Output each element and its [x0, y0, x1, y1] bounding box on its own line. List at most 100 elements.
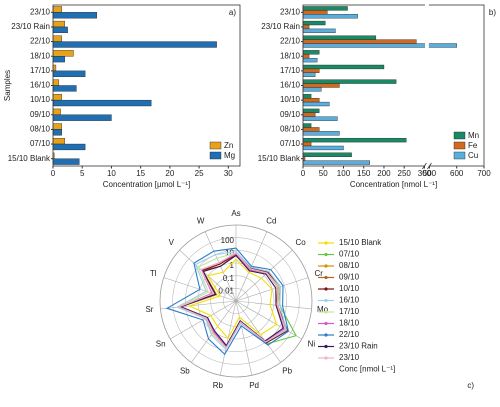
category-label: 18/10	[280, 51, 301, 60]
radar-spoke	[160, 300, 237, 310]
radar-spoke	[235, 300, 302, 340]
bar	[52, 35, 62, 42]
legend-label: 10/10	[339, 284, 360, 293]
bar	[52, 129, 62, 136]
bar	[302, 141, 312, 147]
x-tick-label: 20	[165, 169, 174, 178]
legend-marker	[324, 344, 328, 349]
axis-break-gap	[425, 4, 429, 167]
bar	[302, 24, 310, 30]
r-tick-label: 1	[230, 261, 235, 270]
bar	[302, 57, 318, 63]
legend-label: 08/10	[339, 261, 360, 270]
bar	[302, 79, 397, 84]
legend-label: Mg	[224, 151, 235, 160]
legend-marker	[324, 264, 328, 268]
bar	[302, 64, 385, 70]
category-label: 07/10	[280, 139, 301, 148]
bar	[302, 108, 320, 114]
bar	[302, 94, 312, 99]
bar	[52, 6, 62, 13]
y-axis-label: Samples	[3, 70, 12, 101]
radar-line	[177, 252, 286, 349]
spoke-label: Tl	[150, 269, 157, 278]
x-tick-label: 0	[301, 169, 306, 178]
x-tick-label: 10	[107, 169, 116, 178]
category-label: 08/10	[280, 125, 301, 134]
spoke-label: W	[197, 217, 205, 226]
category-label: 22/10	[30, 37, 51, 46]
bar	[302, 20, 326, 26]
r-tick-label: 0.1	[223, 274, 235, 283]
spoke-label: Sr	[145, 305, 153, 314]
bar	[302, 14, 358, 19]
bar	[52, 50, 74, 57]
bar	[302, 123, 312, 128]
bar	[302, 87, 322, 92]
radar-spoke	[235, 249, 293, 302]
legend-swatch	[209, 151, 222, 160]
bar	[52, 94, 62, 101]
bar	[52, 12, 98, 19]
spoke-label: Cr	[315, 269, 324, 278]
x-tick-label: 5	[80, 169, 85, 178]
x-tick-label: 100	[337, 169, 351, 178]
category-label: 15/10 Blank	[258, 154, 301, 163]
bar	[52, 143, 86, 151]
bar	[52, 41, 217, 48]
category-label: 17/10	[30, 66, 51, 75]
radar-spoke	[235, 300, 281, 363]
legend-marker	[324, 333, 328, 337]
legend-label: Zn	[224, 141, 233, 150]
legend-marker	[324, 241, 328, 245]
x-tick-label: 30	[224, 169, 233, 178]
category-label: 23/10 Rain	[11, 22, 50, 31]
plot-frame	[52, 4, 241, 167]
bar	[52, 158, 80, 165]
spoke-label: Sn	[156, 340, 166, 349]
x-tick-label: 0	[51, 169, 56, 178]
legend-marker	[324, 275, 328, 280]
category-label: 10/10	[280, 95, 301, 104]
spoke-label: Sb	[180, 366, 190, 375]
legend-label: 15/10 Blank	[339, 238, 382, 247]
category-label: 22/10	[280, 37, 301, 46]
bar	[52, 85, 77, 92]
bar	[302, 112, 316, 117]
category-label: 16/10	[280, 81, 301, 90]
bar	[52, 56, 65, 63]
radar-line	[165, 247, 290, 356]
x-tick-label: 500	[423, 169, 437, 178]
bar	[302, 137, 407, 143]
category-label: 23/10	[30, 7, 51, 16]
legend-label: 17/10	[339, 307, 360, 316]
x-tick-label: 200	[377, 169, 391, 178]
category-label: 18/10	[30, 51, 51, 60]
bar	[302, 97, 320, 103]
bar	[302, 131, 340, 136]
spoke-label: V	[169, 238, 175, 247]
bar	[302, 54, 310, 59]
radar-line	[179, 254, 284, 347]
bar	[52, 114, 112, 121]
spoke-label: Pd	[249, 381, 259, 390]
category-label: 15/10 Blank	[8, 154, 51, 163]
legend-swatch	[453, 141, 466, 150]
legend-marker	[324, 252, 328, 257]
bar	[302, 160, 370, 165]
legend-label: Cu	[468, 151, 478, 160]
legend-label: 23/10 Rain	[339, 342, 378, 351]
bar	[302, 50, 320, 55]
spoke-label: Rb	[213, 381, 224, 390]
x-tick-label: 700	[477, 169, 491, 178]
panel-label: a)	[229, 8, 236, 17]
bar	[302, 152, 352, 157]
bar	[302, 72, 316, 77]
x-tick-label: 600	[450, 169, 464, 178]
bar	[302, 145, 344, 151]
bar	[302, 39, 417, 44]
legend-label: 07/10	[339, 250, 360, 259]
spoke-label: Mo	[317, 305, 329, 314]
x-axis-label: Concentration [nmol L⁻¹]	[350, 180, 437, 189]
